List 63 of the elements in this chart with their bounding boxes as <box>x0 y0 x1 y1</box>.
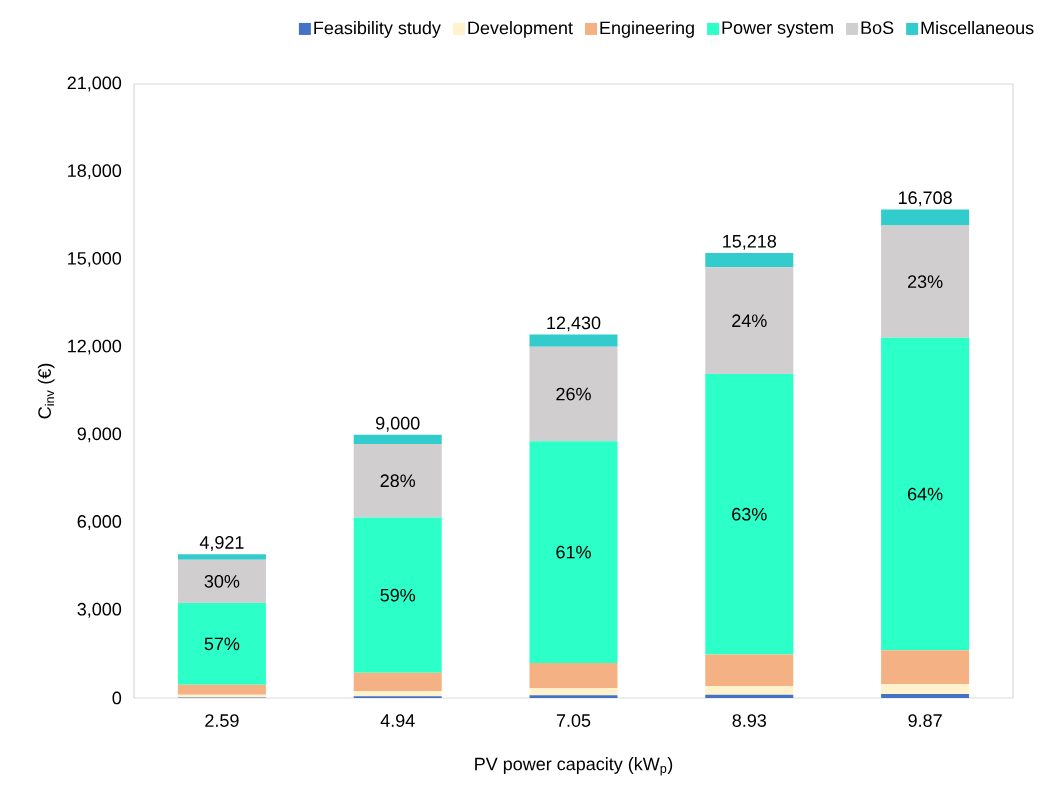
legend-label: Engineering <box>600 21 694 38</box>
bar <box>529 688 618 696</box>
y-tick-label: 9,000 <box>77 427 122 443</box>
bar <box>705 267 794 375</box>
bar <box>881 650 970 685</box>
total-label: 4,921 <box>199 536 244 551</box>
bar <box>529 695 618 698</box>
x-tick-label: 2.59 <box>205 714 239 727</box>
annotation: 30% <box>204 574 240 588</box>
bar <box>881 337 970 651</box>
bar <box>353 517 442 673</box>
annotation: 57% <box>204 637 240 651</box>
bar <box>705 694 794 698</box>
total-label: 9,000 <box>376 416 420 432</box>
annotation: 59% <box>380 588 416 602</box>
bar <box>881 684 970 694</box>
bar <box>177 684 266 695</box>
y-tick-label: 18,000 <box>68 164 122 180</box>
bar <box>529 334 618 347</box>
legend-label: Miscellaneous <box>921 21 1034 35</box>
annotation: 63% <box>732 507 767 521</box>
bar <box>353 434 442 444</box>
x-tick-label: 7.05 <box>556 714 591 727</box>
y-tick-label: 0 <box>112 691 122 705</box>
legend-label: Power system <box>722 21 833 38</box>
bar <box>177 554 266 560</box>
legend-label: Development <box>468 21 573 38</box>
annotation: 26% <box>556 387 591 401</box>
bar <box>705 654 794 686</box>
y-tick-label: 12,000 <box>68 339 122 355</box>
legend-label: BoS <box>861 21 894 35</box>
bar <box>529 441 618 663</box>
y-tick-label: 15,000 <box>68 251 122 267</box>
x-tick-label: 9.87 <box>908 714 942 727</box>
bar <box>353 672 442 691</box>
bar <box>705 252 794 268</box>
y-axis-title: C$_{inv}$ (€) <box>37 363 55 419</box>
y-tick-label: 21,000 <box>67 76 122 92</box>
y-tick-label: 6,000 <box>77 515 122 530</box>
y-tick-label: 3,000 <box>77 602 122 618</box>
bar <box>529 662 618 689</box>
total-label: 12,430 <box>547 316 601 332</box>
bar <box>881 225 970 338</box>
bar <box>353 443 442 518</box>
bar <box>705 374 794 655</box>
total-label: 15,218 <box>723 234 777 250</box>
annotation: 28% <box>380 474 416 488</box>
bar <box>529 346 618 442</box>
x-tick-label: 8.93 <box>732 714 767 727</box>
bar <box>705 686 794 695</box>
legend-label: Feasibility study <box>314 21 441 38</box>
x-tick-label: 4.94 <box>380 714 415 727</box>
bar <box>881 693 970 698</box>
x-axis-title: PV power capacity (kW$_{p}$) <box>475 757 673 776</box>
total-label: 16,708 <box>898 191 952 207</box>
bar <box>177 559 266 603</box>
annotation: 64% <box>908 487 943 501</box>
bar <box>353 690 442 697</box>
annotation: 23% <box>908 275 943 289</box>
bar <box>177 602 266 685</box>
annotation: 24% <box>732 314 767 328</box>
annotation: 61% <box>556 545 591 559</box>
bar <box>881 209 970 226</box>
